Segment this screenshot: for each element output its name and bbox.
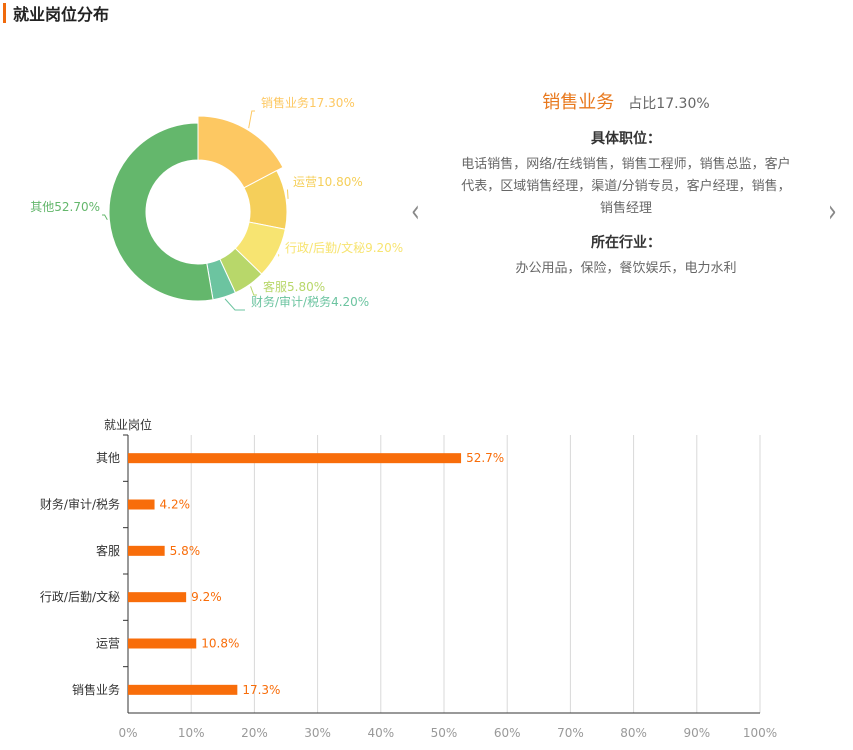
bar-value-label: 5.8% xyxy=(170,544,201,558)
category-label: 销售业务 xyxy=(72,682,120,697)
prev-arrow-icon[interactable]: ‹ xyxy=(411,195,420,230)
donut-leader-line xyxy=(102,214,108,220)
section-title: 就业岗位分布 xyxy=(13,5,110,24)
industry-text: 办公用品，保险，餐饮娱乐，电力水利 xyxy=(515,261,737,276)
detail-ratio: 占比17.30% xyxy=(628,96,710,112)
detail-name: 销售业务 xyxy=(542,92,615,113)
x-tick-label: 0% xyxy=(118,726,137,740)
bar-value-label: 10.8% xyxy=(201,637,239,651)
donut-leader-line xyxy=(248,110,255,129)
x-tick-label: 80% xyxy=(620,726,647,740)
category-label: 客服 xyxy=(96,543,120,558)
x-tick-label: 40% xyxy=(367,726,394,740)
industry-label: 所在行业： xyxy=(591,235,661,251)
donut-leader-line xyxy=(250,286,257,296)
category-label: 财务/审计/税务 xyxy=(40,497,120,512)
bar-value-label: 52.7% xyxy=(466,451,504,465)
donut-slice-label: 其他52.70% xyxy=(30,200,100,214)
donut-slice[interactable] xyxy=(197,115,284,189)
positions-label: 具体职位： xyxy=(591,131,661,147)
donut-leader-line xyxy=(224,298,245,311)
donut-slice-label: 财务/审计/税务4.20% xyxy=(251,294,369,309)
x-tick-label: 50% xyxy=(431,726,458,740)
bar-chart: 就业岗位 0% 10% 20% 30% 40% 50% 60% 70% 80% 90% 100% 其他 5… xyxy=(40,417,777,740)
donut-slice-label: 销售业务17.30% xyxy=(261,95,355,110)
bar[interactable] xyxy=(128,684,238,695)
donut-slice-label: 行政/后勤/文秘9.20% xyxy=(285,240,403,255)
x-tick-label: 70% xyxy=(557,726,584,740)
bar[interactable] xyxy=(128,499,155,510)
donut-slice-label: 运营10.80% xyxy=(293,175,363,189)
category-label: 运营 xyxy=(96,637,120,651)
category-label: 其他 xyxy=(96,451,120,465)
bar-value-label: 17.3% xyxy=(242,683,280,697)
x-tick-label: 90% xyxy=(683,726,710,740)
donut-slice-label: 客服5.80% xyxy=(263,279,325,294)
x-tick-label: 20% xyxy=(241,726,268,740)
donut-chart: 销售业务17.30% 运营10.80% 行政/后勤/文秘9.20% 客服5.80%财务… xyxy=(30,95,403,311)
next-arrow-icon[interactable]: › xyxy=(828,195,837,230)
bar-value-label: 9.2% xyxy=(191,590,222,604)
donut-leader-line xyxy=(287,189,289,199)
detail-panel: 销售业务 占比17.30% 具体职位： 电话销售，网络/在线销售，销售工程师，销… xyxy=(436,88,816,292)
y-axis-label: 就业岗位 xyxy=(104,417,152,432)
bar[interactable] xyxy=(128,592,187,603)
x-tick-label: 60% xyxy=(494,726,521,740)
bar[interactable] xyxy=(128,545,165,556)
bar[interactable] xyxy=(128,638,197,649)
x-tick-label: 10% xyxy=(178,726,205,740)
donut-slice[interactable] xyxy=(108,122,214,302)
positions-text: 电话销售，网络/在线销售，销售工程师，销售总监，客户代表，区域销售经理，渠道/分… xyxy=(461,157,791,216)
section-header: 就业岗位分布 xyxy=(0,0,109,26)
bar[interactable] xyxy=(128,453,462,464)
accent-bar xyxy=(3,3,6,23)
category-label: 行政/后勤/文秘 xyxy=(40,589,120,604)
x-tick-label: 100% xyxy=(743,726,777,740)
x-tick-label: 30% xyxy=(304,726,331,740)
bar-value-label: 4.2% xyxy=(160,498,191,512)
